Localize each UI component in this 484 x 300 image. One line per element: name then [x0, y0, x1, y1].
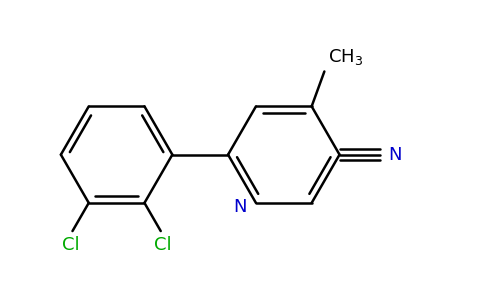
Text: N: N: [233, 198, 247, 216]
Text: CH$_3$: CH$_3$: [328, 47, 363, 67]
Text: Cl: Cl: [154, 236, 171, 254]
Text: Cl: Cl: [62, 236, 79, 254]
Text: N: N: [388, 146, 401, 164]
